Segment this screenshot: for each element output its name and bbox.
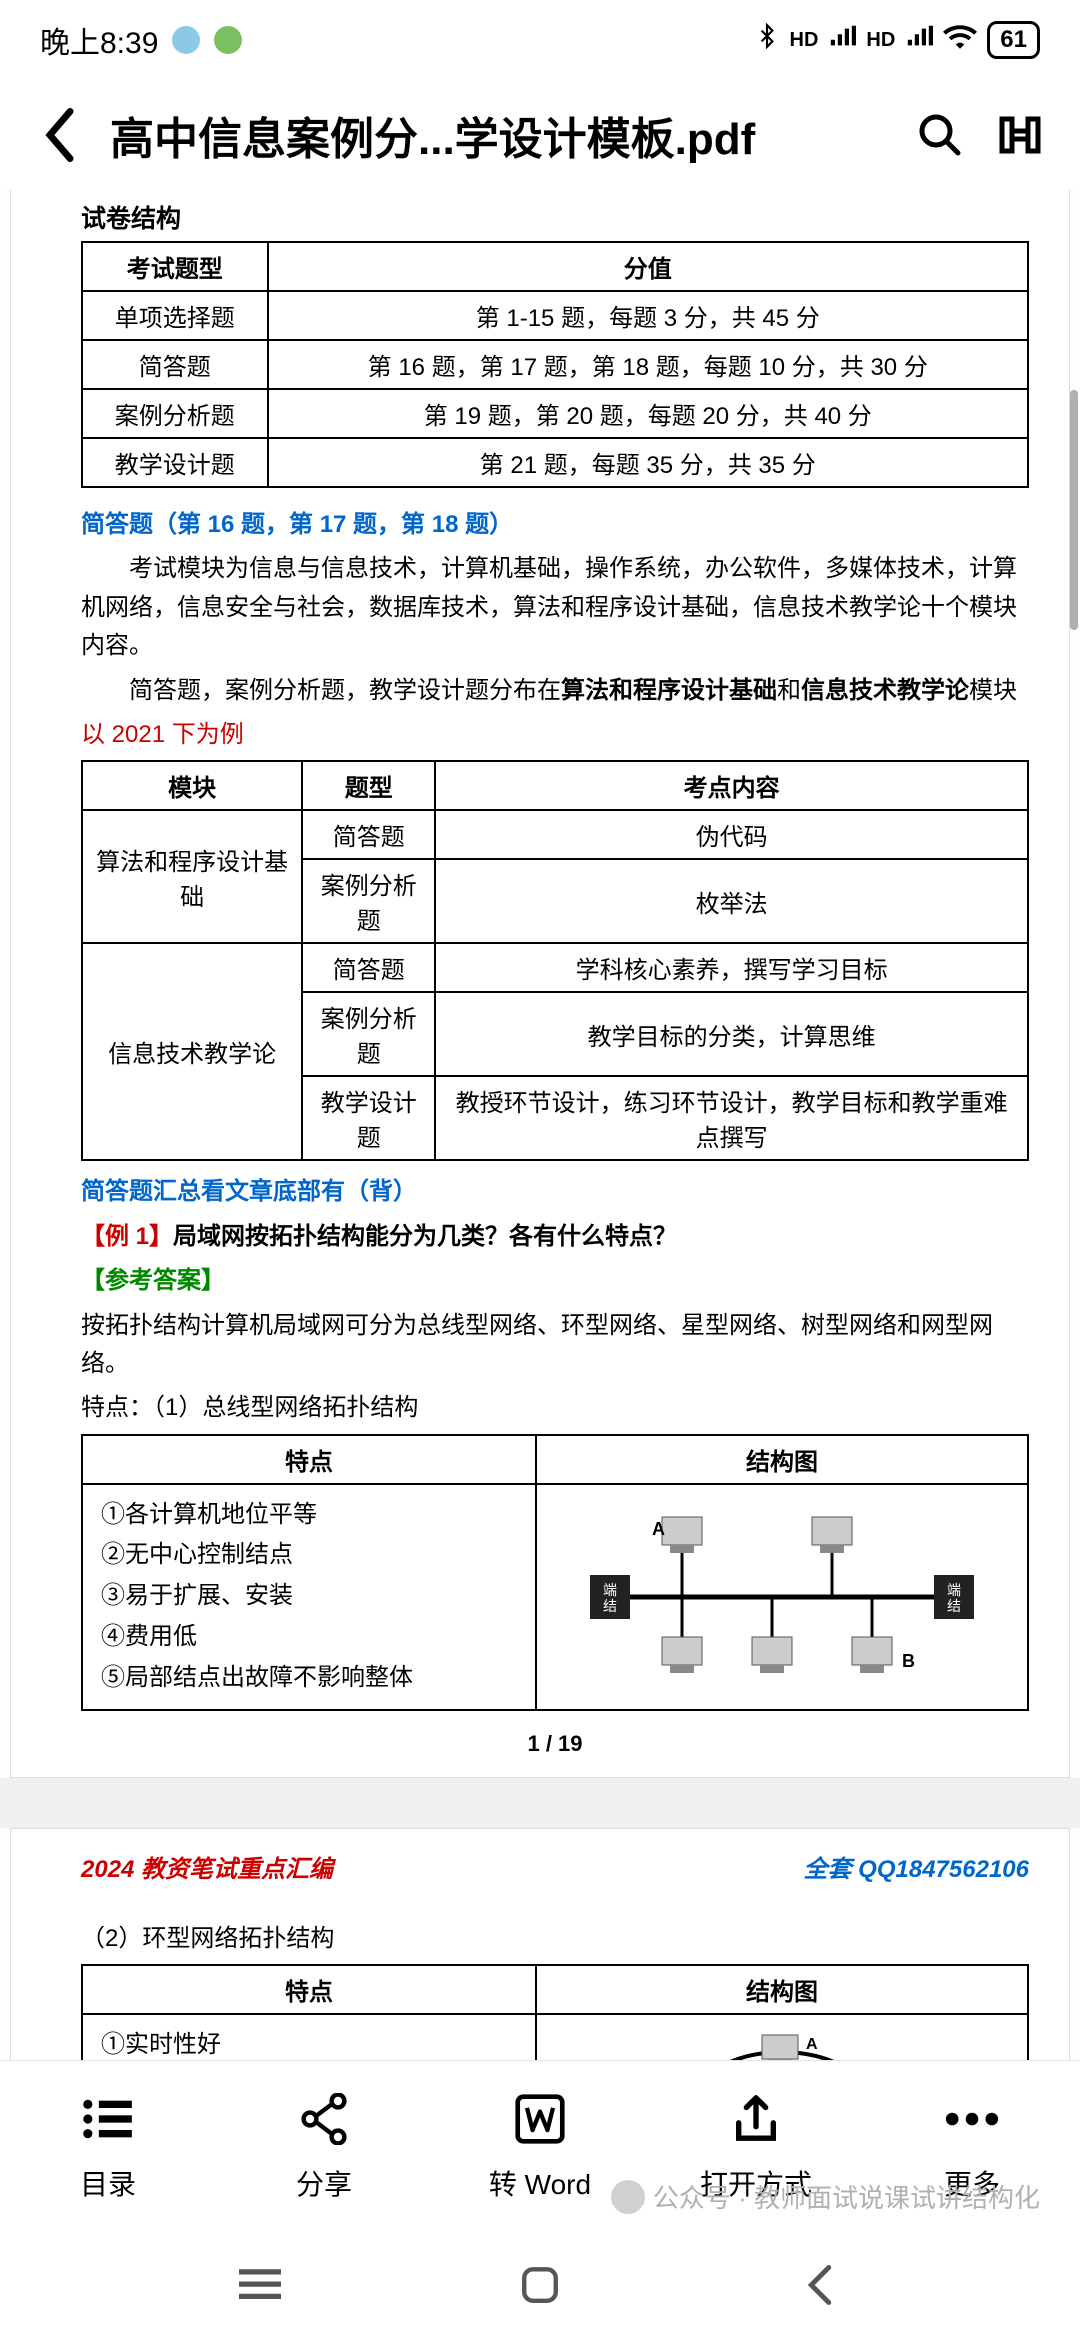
ring-topology-title: （2）环型网络拓扑结构 <box>81 1920 1029 1958</box>
back-button[interactable] <box>30 105 90 165</box>
status-right: HD HD 61 <box>754 20 1040 60</box>
nav-back-button[interactable] <box>790 2260 850 2310</box>
answer-tag: 【参考答案】 <box>81 1262 1029 1300</box>
toc-button[interactable]: 目录 <box>11 2089 205 2203</box>
hint-text: 简答题汇总看文章底部有（背） <box>81 1173 1029 1211</box>
module-table: 模块题型考点内容 算法和程序设计基础简答题伪代码 案例分析题枚举法 信息技术教学… <box>81 760 1029 1161</box>
ring-features: ①实时性好 ②可扩充性差 ③可靠性差，局部结点故障可导致全网瘫痪，故障检测困难 <box>82 2014 536 2060</box>
doc-footer-left: 2024 教资笔试重点汇编 <box>81 1849 333 1884</box>
word-icon <box>510 2089 570 2149</box>
status-time: 晚上8:39 <box>40 18 158 62</box>
svg-text:端: 端 <box>603 1582 617 1598</box>
ring-topology-table: 特点结构图 ①实时性好 ②可扩充性差 ③可靠性差，局部结点故障可导致全网瘫痪，故… <box>81 1964 1029 2060</box>
hd-label-1: HD <box>790 29 819 52</box>
bus-diagram: 端结 端结 A B <box>536 1484 1028 1710</box>
document-title: 高中信息案例分...学设计模板.pdf <box>110 103 890 167</box>
bluetooth-icon <box>754 20 780 60</box>
wechat-watermark: 公众号 · 教师面试说课试讲结构化 <box>611 2178 1040 2215</box>
status-bar: 晚上8:39 HD HD 61 <box>0 0 1080 80</box>
doc-footer-right: 全套 QQ1847562106 <box>804 1849 1029 1884</box>
open-icon <box>726 2089 786 2149</box>
bus-topology-table: 特点结构图 ①各计算机地位平等 ②无中心控制结点 ③易于扩展、安装 ④费用低 ⑤… <box>81 1434 1029 1711</box>
wechat-icon <box>611 2180 645 2214</box>
pdf-page-1: 试卷结构 考试题型分值 单项选择题第 1-15 题，每题 3 分，共 45 分 … <box>10 190 1070 1778</box>
section-title: 试卷结构 <box>81 199 1029 235</box>
pdf-page-2: 2024 教资笔试重点汇编 全套 QQ1847562106 （2）环型网络拓扑结… <box>10 1828 1070 2060</box>
system-nav-bar <box>0 2230 1080 2340</box>
app-header: 高中信息案例分...学设计模板.pdf <box>0 80 1080 190</box>
bus-features: ①各计算机地位平等 ②无中心控制结点 ③易于扩展、安装 ④费用低 ⑤局部结点出故… <box>82 1484 536 1710</box>
page-number: 1 / 19 <box>81 1731 1029 1757</box>
nav-menu-button[interactable] <box>230 2260 290 2310</box>
svg-text:B: B <box>902 1651 915 1671</box>
battery-indicator: 61 <box>987 21 1040 59</box>
share-icon <box>294 2089 354 2149</box>
convert-word-button[interactable]: 转 Word <box>443 2089 637 2203</box>
share-button[interactable]: 分享 <box>227 2089 421 2203</box>
paragraph: 考试模块为信息与信息技术，计算机基础，操作系统，办公软件，多媒体技术，计算机网络… <box>81 550 1029 665</box>
ring-diagram: A B <box>536 2014 1028 2060</box>
more-icon <box>942 2089 1002 2149</box>
svg-text:A: A <box>806 2036 818 2053</box>
status-left: 晚上8:39 <box>40 18 242 62</box>
svg-text:A: A <box>652 1519 665 1539</box>
page-gap <box>0 1778 1080 1828</box>
scroll-indicator <box>1070 390 1078 630</box>
signal-icon-2 <box>905 23 933 57</box>
svg-text:结: 结 <box>603 1598 617 1614</box>
page-header-row: 2024 教资笔试重点汇编 全套 QQ1847562106 <box>81 1839 1029 1914</box>
hd-label-2: HD <box>866 29 895 52</box>
example-year: 以 2021 下为例 <box>81 716 1029 754</box>
nav-home-button[interactable] <box>510 2260 570 2310</box>
svg-text:结: 结 <box>947 1598 961 1614</box>
document-viewport[interactable]: 试卷结构 考试题型分值 单项选择题第 1-15 题，每题 3 分，共 45 分 … <box>0 190 1080 2060</box>
notif-icon-2 <box>214 26 242 54</box>
signal-icon-1 <box>828 23 856 57</box>
svg-text:端: 端 <box>947 1582 961 1598</box>
layout-button[interactable] <box>990 105 1050 165</box>
example-question: 【例 1】局域网按拓扑结构能分为几类？各有什么特点？ <box>81 1218 1029 1256</box>
list-icon <box>78 2089 138 2149</box>
notif-icon-1 <box>172 26 200 54</box>
paragraph: 简答题，案例分析题，教学设计题分布在算法和程序设计基础和信息技术教学论模块 <box>81 672 1029 710</box>
search-button[interactable] <box>910 105 970 165</box>
answer-text: 按拓扑结构计算机局域网可分为总线型网络、环型网络、星型网络、树型网络和网型网络。 <box>81 1307 1029 1384</box>
wifi-icon <box>943 22 977 58</box>
short-answer-heading: 简答题（第 16 题，第 17 题，第 18 题） <box>81 506 1029 544</box>
exam-structure-table: 考试题型分值 单项选择题第 1-15 题，每题 3 分，共 45 分 简答题第 … <box>81 241 1029 488</box>
answer-subtitle: 特点：（1）总线型网络拓扑结构 <box>81 1389 1029 1427</box>
